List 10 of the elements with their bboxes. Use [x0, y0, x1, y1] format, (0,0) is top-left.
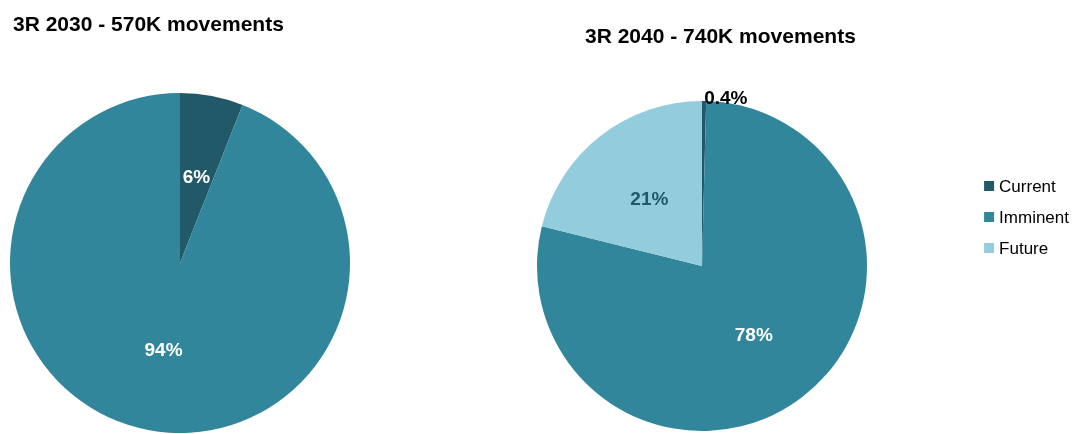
- legend-label: Future: [999, 238, 1049, 258]
- data-label: 78%: [734, 323, 773, 345]
- chart-title: 3R 2030 - 570K movements: [13, 12, 284, 35]
- data-label: 6%: [182, 166, 211, 188]
- data-label: 94%: [144, 338, 183, 360]
- data-label: 0.4%: [704, 86, 748, 108]
- chart-title: 3R 2040 - 740K movements: [585, 24, 856, 47]
- legend-label: Current: [999, 176, 1057, 196]
- data-label: 21%: [630, 188, 669, 210]
- legend-label: Imminent: [999, 207, 1070, 227]
